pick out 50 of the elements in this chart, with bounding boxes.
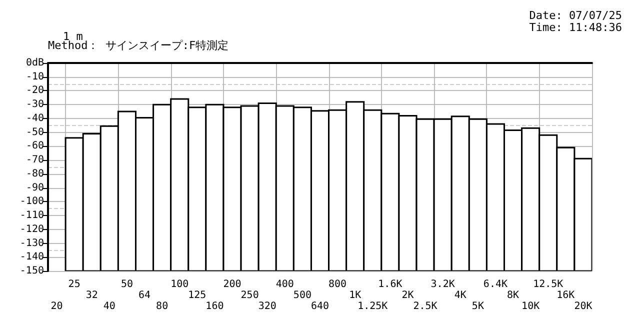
y-tick-label: -80 [26, 168, 44, 180]
x-tick-label: 40 [103, 301, 116, 312]
x-tick-label: 200 [223, 279, 242, 290]
y-tick-label: -50 [26, 126, 44, 138]
x-tick-label: 1K [349, 290, 362, 301]
x-tick-label: 3.2K [430, 279, 455, 290]
x-tick-label: 20 [50, 301, 63, 312]
x-tick-label: 125 [188, 290, 206, 301]
x-tick-label: 32 [86, 290, 98, 301]
x-tick-label: 5K [472, 301, 484, 312]
x-tick-label: 16K [556, 290, 575, 301]
y-tick-label: -10 [26, 71, 44, 82]
y-tick-label: -30 [26, 99, 44, 110]
x-tick-label: 1.25K [358, 301, 388, 312]
x-tick-label: 6.4K [483, 279, 508, 290]
y-tick-label: -150 [20, 266, 44, 276]
x-tick-label: 2.5K [413, 301, 438, 312]
x-tick-label: 250 [240, 290, 259, 301]
x-tick-label: 8K [507, 290, 520, 301]
text: Method： サインスイープ:F特測定 [48, 39, 229, 52]
x-tick-label: 2K [402, 290, 414, 301]
text: Time: 11:48:36 [529, 21, 622, 34]
x-tick-label: 800 [328, 279, 347, 290]
x-tick-label: 400 [276, 279, 294, 290]
x-tick-label: 25 [68, 279, 80, 290]
text: Date: 07/07/25 [529, 9, 622, 22]
x-tick-label: 640 [310, 301, 330, 312]
x-tick-label: 12.5K [533, 279, 564, 290]
y-tick-label: -40 [26, 112, 44, 124]
y-tick-label: -130 [20, 238, 44, 249]
y-tick-label: -110 [20, 210, 44, 222]
x-tick-label: 500 [293, 290, 312, 301]
y-tick-label: -120 [20, 224, 44, 235]
x-tick-label: 100 [170, 279, 189, 290]
y-tick-label: -90 [26, 182, 44, 194]
x-tick-label: 4K [454, 290, 466, 301]
y-tick-label: -100 [20, 196, 44, 208]
y-tick-label: -70 [26, 154, 44, 166]
x-tick-label: 320 [258, 301, 276, 312]
x-tick-label: 64 [138, 290, 151, 301]
x-tick-label: 10K [522, 301, 540, 312]
y-tick-label: -60 [26, 140, 44, 152]
x-tick-label: 20K [574, 301, 592, 312]
x-tick-label: 1.6K [378, 279, 402, 290]
x-tick-label: 160 [206, 301, 224, 312]
x-tick-label: 50 [120, 279, 133, 290]
x-tick-label: 80 [156, 301, 168, 312]
y-tick-label: -20 [26, 85, 44, 96]
y-tick-label: 0dB [26, 58, 44, 68]
y-tick-label: -140 [20, 252, 44, 263]
